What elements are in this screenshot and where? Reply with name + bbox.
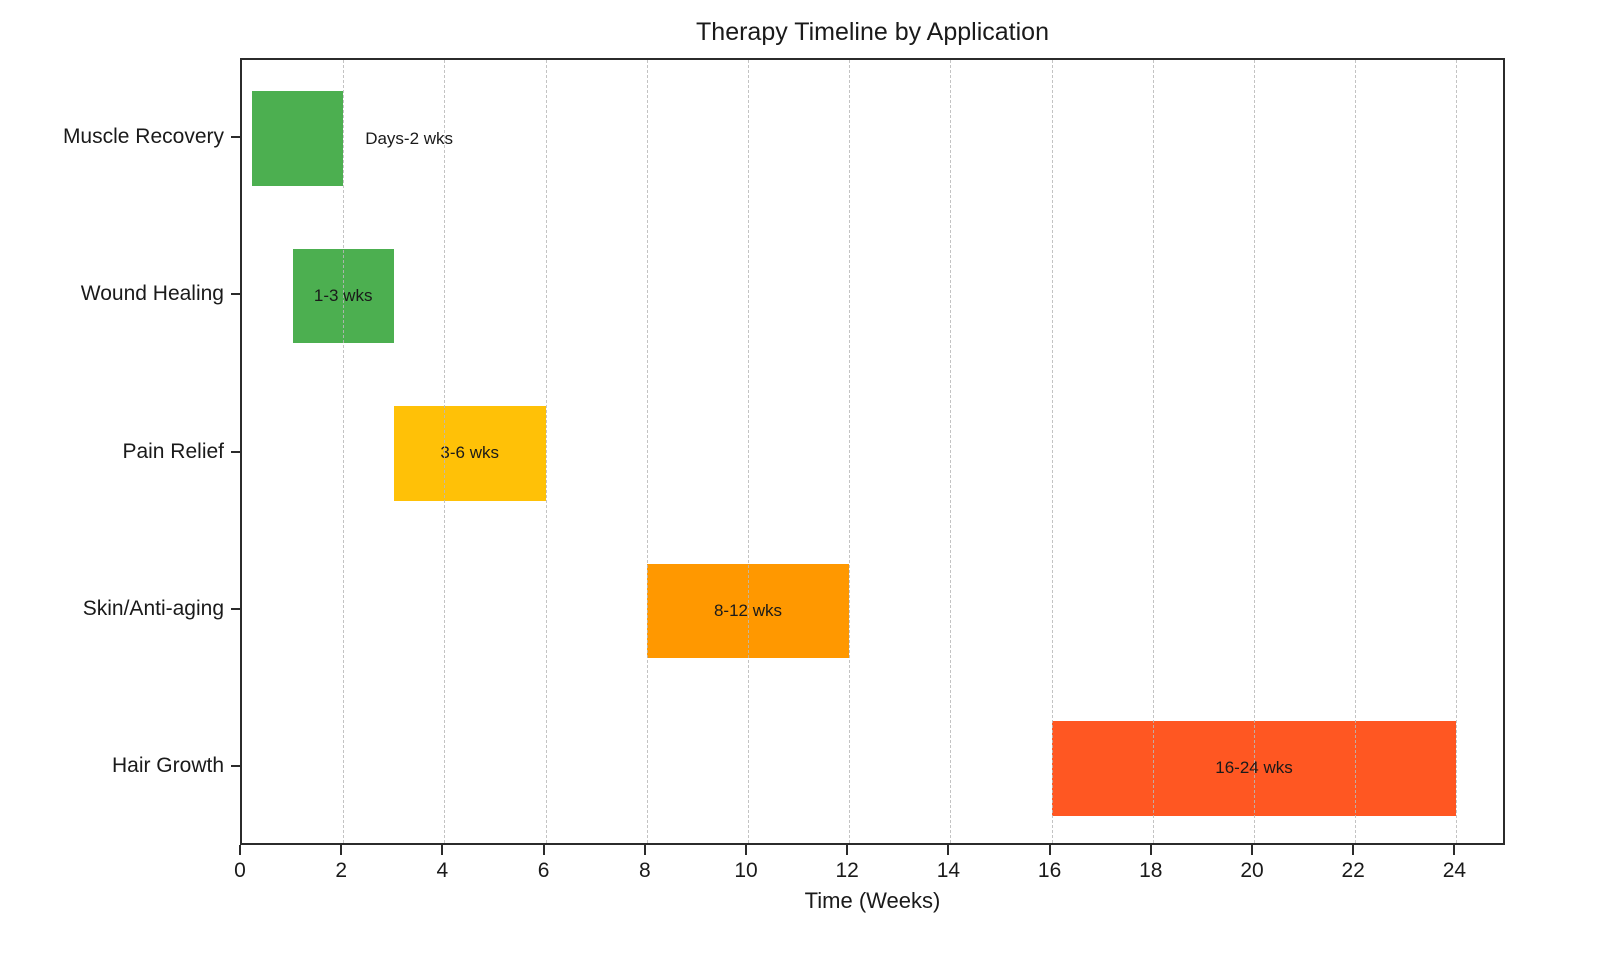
x-tick-label: 24 [1442, 859, 1467, 882]
gridline-week-12 [849, 60, 851, 843]
bar-pain-relief: 3-6 wks [393, 406, 546, 501]
gridline-week-22 [1355, 60, 1357, 843]
x-tick-mark [239, 845, 241, 855]
x-tick-label: 22 [1341, 859, 1365, 882]
x-tick-mark [1048, 845, 1051, 855]
x-tick-label: 0 [234, 859, 246, 882]
x-tick-mark [643, 845, 646, 855]
bar-muscle-recovery [252, 91, 344, 186]
bar-value-label: Days-2 wks [365, 128, 454, 148]
x-tick-mark [745, 845, 747, 855]
x-tick-label: 8 [638, 859, 651, 882]
x-axis-label: Time (Weeks) [804, 888, 941, 913]
gridline-week-14 [950, 60, 952, 843]
gridline-week-18 [1152, 60, 1154, 843]
bar-value-label: 16-24 wks [1215, 758, 1293, 778]
x-tick-mark [1251, 845, 1253, 855]
x-tick-label: 18 [1139, 859, 1163, 882]
gridline-week-2 [343, 60, 345, 843]
x-tick-label: 6 [537, 859, 550, 882]
bar-value-label: 3-6 wks [440, 443, 499, 463]
x-tick-label: 10 [734, 859, 758, 882]
y-tick-mark [231, 450, 240, 453]
y-tick-mark [231, 293, 240, 296]
gridline-week-4 [444, 60, 446, 843]
x-tick-mark [1149, 845, 1152, 855]
x-tick-label: 16 [1037, 859, 1062, 882]
chart-title: Therapy Timeline by Application [696, 18, 1049, 46]
x-tick-mark [340, 845, 343, 855]
y-label-hair-growth: Hair Growth [111, 754, 224, 778]
x-tick-mark [947, 845, 950, 855]
x-tick-mark [846, 845, 849, 855]
y-label-muscle-recovery: Muscle Recovery [62, 124, 224, 148]
bar-value-label: 8-12 wks [713, 600, 782, 620]
x-tick-mark [542, 845, 545, 855]
x-tick-label: 4 [436, 859, 449, 882]
x-tick-label: 2 [335, 859, 348, 882]
y-tick-mark [231, 765, 240, 768]
x-tick-label: 20 [1240, 859, 1264, 882]
y-label-wound-healing: Wound Healing [80, 282, 224, 306]
gridline-week-24 [1456, 60, 1458, 843]
x-tick-label: 14 [936, 859, 961, 882]
x-tick-mark [1352, 845, 1355, 855]
y-label-skin-anti-aging: Skin/Anti-aging [82, 596, 224, 620]
x-tick-mark [1453, 845, 1456, 855]
x-tick-label: 12 [835, 859, 859, 882]
x-tick-mark [441, 845, 444, 855]
bar-skin-anti-aging: 8-12 wks [646, 563, 850, 659]
gridline-week-10 [748, 60, 749, 843]
y-tick-mark [231, 135, 240, 138]
gridline-week-6 [545, 60, 547, 843]
gridline-week-16 [1051, 60, 1053, 843]
y-tick-mark [231, 607, 240, 610]
gridline-week-20 [1254, 60, 1255, 843]
gridline-week-8 [646, 60, 648, 843]
bar-value-label: 1-3 wks [313, 286, 373, 306]
plot-area: Days-2 wks 1-3 wks 3-6 wks 8-12 wks 16-24 wk… [240, 58, 1505, 845]
bar-hair-growth: 16-24 wks [1051, 721, 1457, 816]
y-label-pain-relief: Pain Relief [122, 439, 224, 463]
